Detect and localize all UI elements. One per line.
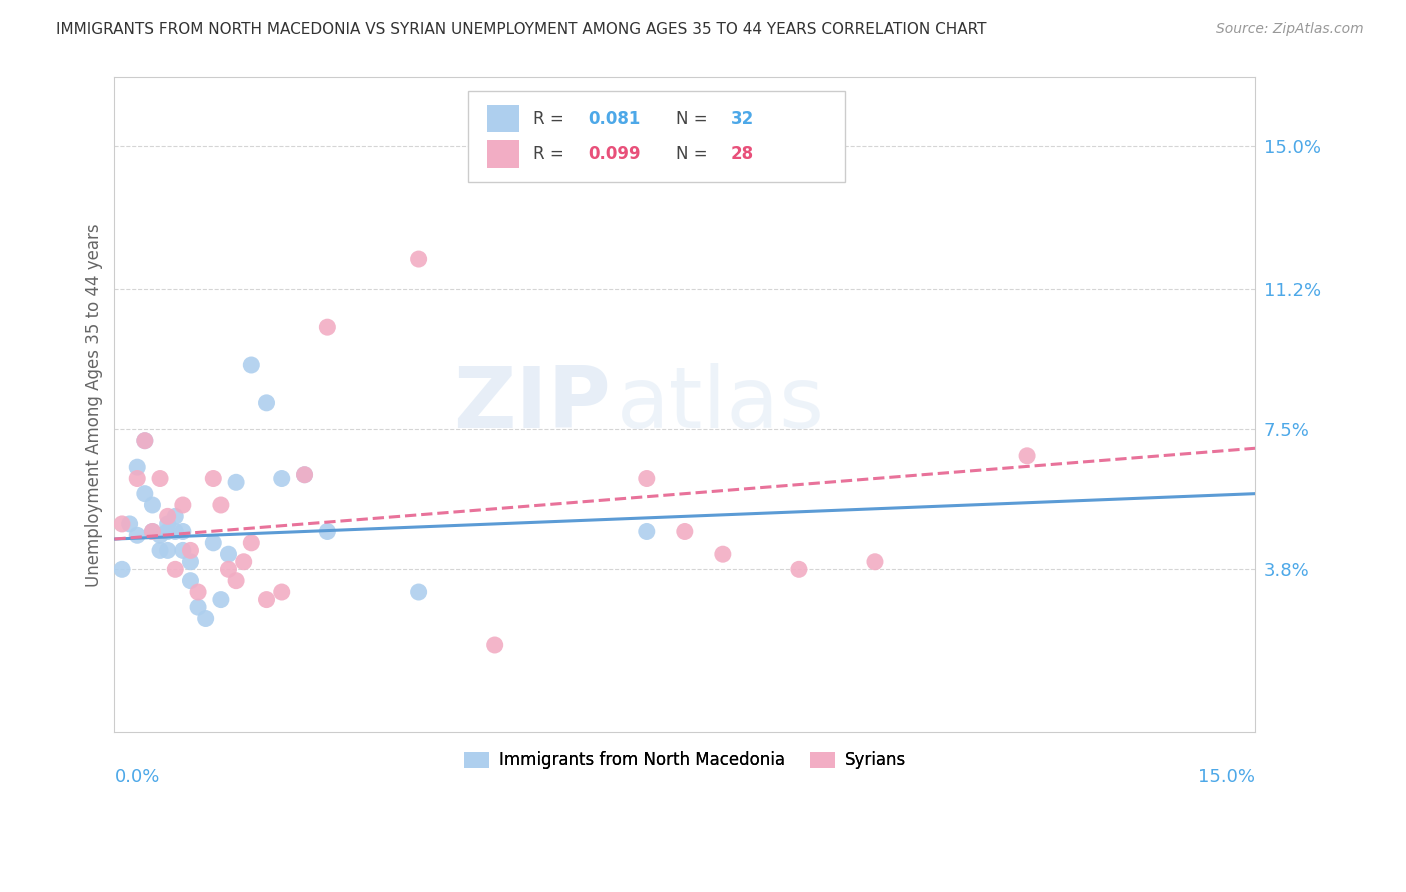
Point bbox=[711, 547, 734, 561]
Point bbox=[179, 574, 201, 588]
Point bbox=[863, 555, 886, 569]
Text: ZIP: ZIP bbox=[453, 363, 610, 446]
Text: 32: 32 bbox=[731, 110, 754, 128]
Point bbox=[141, 498, 163, 512]
Point bbox=[134, 434, 156, 448]
Point bbox=[294, 467, 316, 482]
Point bbox=[316, 320, 339, 334]
Text: R =: R = bbox=[533, 110, 569, 128]
Point bbox=[172, 543, 194, 558]
Point bbox=[256, 592, 278, 607]
Point bbox=[218, 562, 240, 576]
Point bbox=[127, 460, 149, 475]
Text: R =: R = bbox=[533, 145, 569, 163]
Point bbox=[141, 524, 163, 539]
Point bbox=[202, 471, 225, 485]
Point bbox=[240, 358, 263, 372]
Point bbox=[111, 562, 134, 576]
Point bbox=[209, 592, 232, 607]
Text: N =: N = bbox=[676, 110, 713, 128]
Y-axis label: Unemployment Among Ages 35 to 44 years: Unemployment Among Ages 35 to 44 years bbox=[86, 223, 103, 587]
Point bbox=[141, 524, 163, 539]
Text: 15.0%: 15.0% bbox=[1198, 768, 1256, 786]
Point bbox=[225, 475, 247, 490]
Point bbox=[111, 516, 134, 531]
Point bbox=[673, 524, 696, 539]
Point bbox=[209, 498, 232, 512]
Point bbox=[165, 524, 187, 539]
Point bbox=[1015, 449, 1038, 463]
Text: atlas: atlas bbox=[616, 363, 824, 446]
Point bbox=[240, 536, 263, 550]
Text: 0.081: 0.081 bbox=[588, 110, 640, 128]
Text: IMMIGRANTS FROM NORTH MACEDONIA VS SYRIAN UNEMPLOYMENT AMONG AGES 35 TO 44 YEARS: IMMIGRANTS FROM NORTH MACEDONIA VS SYRIA… bbox=[56, 22, 987, 37]
Point bbox=[256, 396, 278, 410]
Text: 0.0%: 0.0% bbox=[114, 768, 160, 786]
Point bbox=[134, 486, 156, 500]
Point bbox=[636, 471, 658, 485]
Point bbox=[165, 509, 187, 524]
Point bbox=[218, 547, 240, 561]
Point bbox=[408, 252, 430, 266]
Text: Source: ZipAtlas.com: Source: ZipAtlas.com bbox=[1216, 22, 1364, 37]
Point bbox=[172, 498, 194, 512]
Point bbox=[187, 585, 209, 599]
Point bbox=[149, 471, 172, 485]
Point bbox=[149, 528, 172, 542]
Text: N =: N = bbox=[676, 145, 713, 163]
Point bbox=[316, 524, 339, 539]
Point bbox=[232, 555, 254, 569]
Point bbox=[484, 638, 506, 652]
Point bbox=[149, 543, 172, 558]
Point bbox=[156, 516, 179, 531]
Point bbox=[179, 555, 201, 569]
Point bbox=[165, 562, 187, 576]
FancyBboxPatch shape bbox=[488, 105, 519, 132]
FancyBboxPatch shape bbox=[488, 140, 519, 168]
Legend: Immigrants from North Macedonia, Syrians: Immigrants from North Macedonia, Syrians bbox=[457, 745, 912, 776]
Point bbox=[294, 467, 316, 482]
Point bbox=[118, 516, 141, 531]
Point bbox=[156, 509, 179, 524]
Point bbox=[408, 585, 430, 599]
Text: 28: 28 bbox=[731, 145, 754, 163]
Point bbox=[127, 471, 149, 485]
Point bbox=[270, 471, 292, 485]
Point bbox=[179, 543, 201, 558]
Point bbox=[225, 574, 247, 588]
Point bbox=[134, 434, 156, 448]
Point bbox=[270, 585, 292, 599]
Point bbox=[187, 600, 209, 615]
Point bbox=[127, 528, 149, 542]
Point bbox=[156, 543, 179, 558]
Text: 0.099: 0.099 bbox=[588, 145, 641, 163]
Point bbox=[202, 536, 225, 550]
Point bbox=[156, 524, 179, 539]
Point bbox=[787, 562, 810, 576]
FancyBboxPatch shape bbox=[468, 90, 845, 182]
Point bbox=[194, 611, 217, 625]
Point bbox=[172, 524, 194, 539]
Point bbox=[636, 524, 658, 539]
